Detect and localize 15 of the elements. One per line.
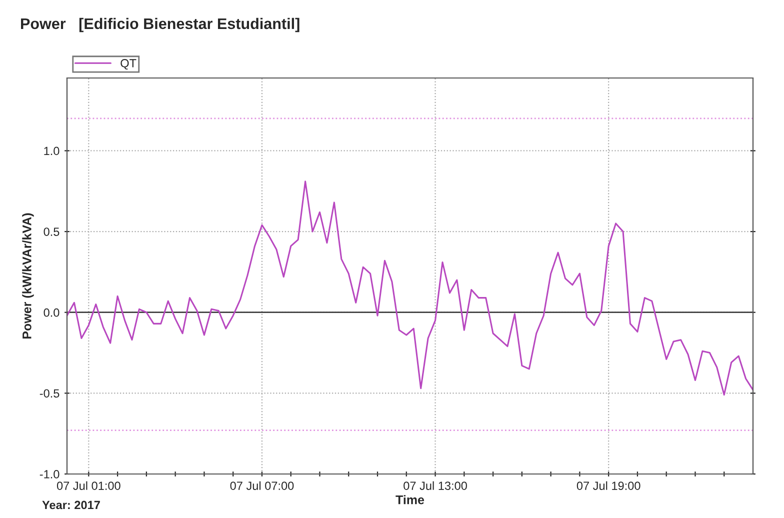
y-tick-label: -1.0 xyxy=(40,470,60,478)
x-tick-label: 07 Jul 01:00 xyxy=(56,481,120,490)
chart-title: Power [Edificio Bienestar Estudiantil] xyxy=(21,18,300,32)
y-tick-label: 0.0 xyxy=(44,308,60,317)
y-axis-title: Power (kW/kVAr/kVA) xyxy=(22,213,34,338)
x-tick-label: 07 Jul 19:00 xyxy=(576,481,640,490)
y-tick-label: 0.5 xyxy=(44,228,60,236)
legend-label: QT xyxy=(120,59,136,70)
y-tick-label: -0.5 xyxy=(40,389,60,398)
line-series xyxy=(67,180,753,396)
y-tick-label: 1.0 xyxy=(44,146,60,156)
x-axis-title: Time xyxy=(396,495,424,504)
text: Year: 2017 xyxy=(42,500,100,510)
x-tick-label: 07 Jul 07:00 xyxy=(230,481,294,490)
x-tick-label: 07 Jul 13:00 xyxy=(404,481,467,490)
